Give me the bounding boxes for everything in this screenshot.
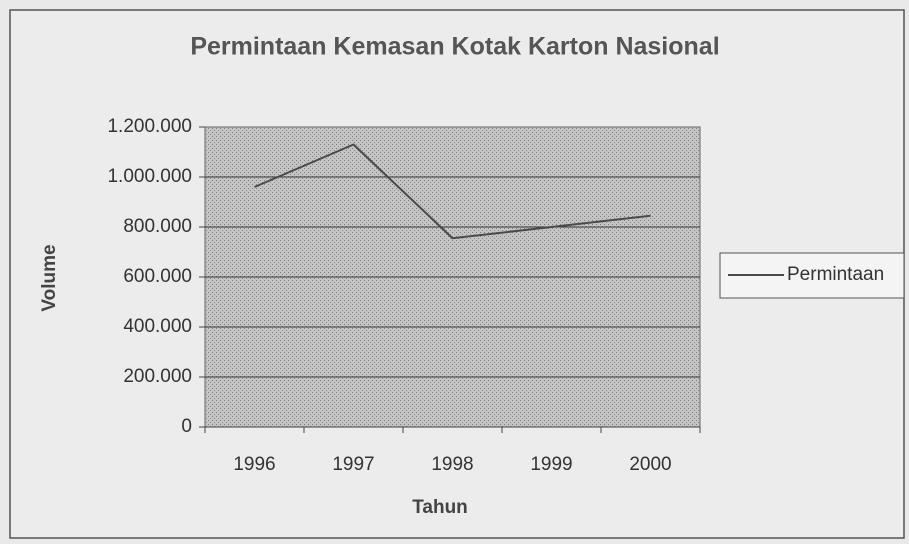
y-tick-label: 1.200.000 [107, 116, 192, 137]
data-line [254, 143, 651, 240]
y-tick-label: 200.000 [123, 366, 192, 387]
y-tick-label: 0 [181, 416, 192, 437]
y-tick-label: 400.000 [123, 316, 192, 337]
legend-label: Permintaan [787, 264, 884, 285]
y-tick-label: 800.000 [123, 216, 192, 237]
y-tick-label: 600.000 [123, 266, 192, 287]
x-tick-label: 1998 [431, 454, 473, 475]
x-tick-label: 1997 [332, 454, 374, 475]
chart-title: Permintaan Kemasan Kotak Karton Nasional [190, 33, 719, 61]
y-axis-title: Volume [39, 244, 60, 311]
y-tick-label: 1.000.000 [107, 166, 192, 187]
x-axis-title: Tahun [412, 497, 468, 518]
x-tick-label: 2000 [629, 454, 671, 475]
x-tick-label: 1999 [530, 454, 572, 475]
x-tick-label: 1996 [233, 454, 275, 475]
